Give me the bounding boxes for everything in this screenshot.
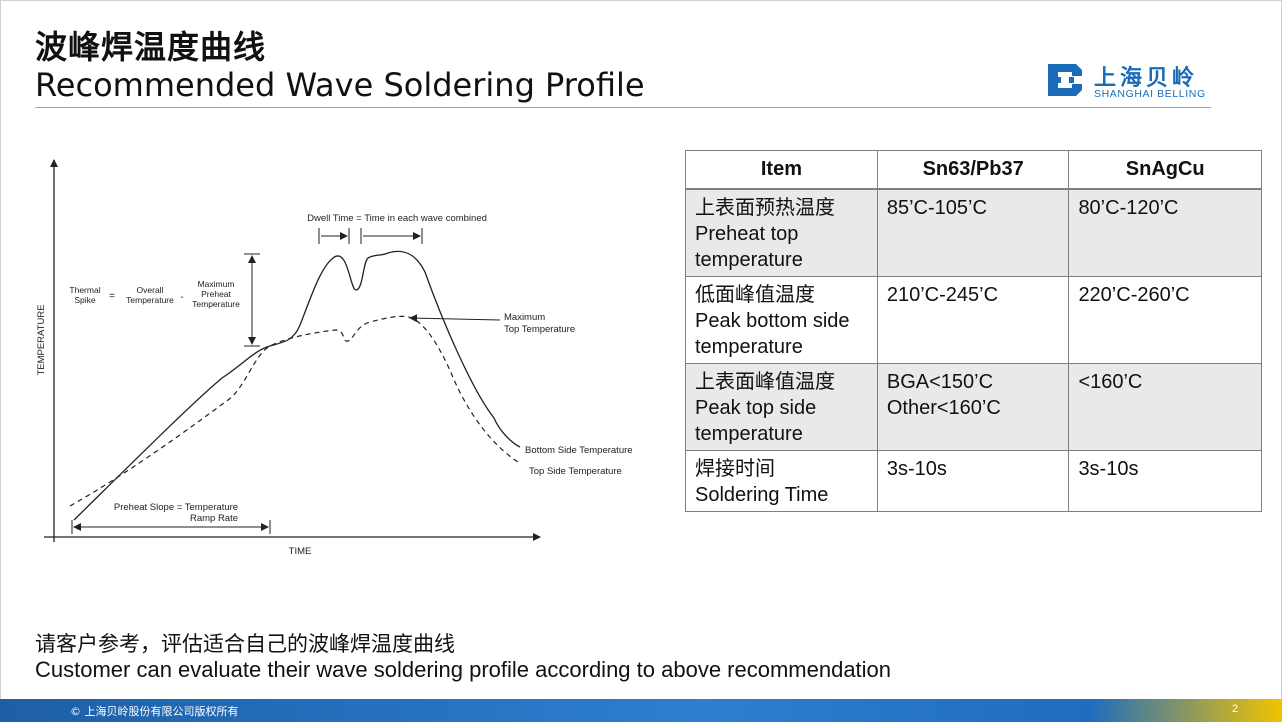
max-top-label-2: Top Temperature bbox=[504, 324, 575, 335]
table-row: 焊接时间 Soldering Time 3s-10s 3s-10s bbox=[685, 449, 1262, 512]
page-title-en: Recommended Wave Soldering Profile bbox=[35, 66, 645, 104]
max-preheat-label-2: Preheat bbox=[201, 289, 231, 299]
item-line: 上表面峰值温度 bbox=[695, 370, 835, 393]
table-row: 上表面预热温度 Preheat top temperature 85’C-105… bbox=[685, 188, 1262, 277]
header-item: Item bbox=[685, 150, 878, 190]
company-logo: 上海贝岭 SHANGHAI BELLING bbox=[1046, 60, 1216, 102]
table-row: 上表面峰值温度 Peak top side temperature BGA<15… bbox=[685, 362, 1262, 451]
value-line: BGA<150’C bbox=[886, 370, 994, 393]
customer-note-cn: 请客户参考，评估适合自己的波峰焊温度曲线 bbox=[35, 632, 455, 656]
row-sn63-value: 3s-10s bbox=[876, 449, 1070, 512]
row-snagcu-value: <160’C bbox=[1068, 362, 1262, 451]
row-snagcu-value: 3s-10s bbox=[1068, 449, 1262, 512]
value-line: 210’C-245’C bbox=[886, 283, 999, 306]
overall-temp-label-2: Temperature bbox=[126, 295, 174, 305]
item-line: 低面峰值温度 bbox=[695, 283, 815, 306]
row-item: 上表面峰值温度 Peak top side temperature bbox=[685, 362, 878, 451]
row-snagcu-value: 220’C-260’C bbox=[1068, 275, 1262, 364]
row-sn63-value: 85’C-105’C bbox=[876, 188, 1070, 277]
value-line: 3s-10s bbox=[1078, 457, 1139, 480]
thermal-spike-label-2: Spike bbox=[74, 295, 96, 305]
max-preheat-label-3: Temperature bbox=[192, 299, 240, 309]
row-sn63-value: BGA<150’C Other<160’C bbox=[876, 362, 1070, 451]
header-sn63pb37: Sn63/Pb37 bbox=[876, 150, 1070, 190]
bottom-side-temperature-curve bbox=[73, 250, 521, 521]
item-line: Soldering Time bbox=[695, 483, 829, 506]
row-sn63-value: 210’C-245’C bbox=[876, 275, 1070, 364]
customer-note-en: Customer can evaluate their wave solderi… bbox=[35, 657, 892, 682]
wave-soldering-profile-diagram: TEMPERATURE TIME Dwell Time = Time in ea… bbox=[30, 150, 670, 570]
item-line: Peak bottom side bbox=[695, 309, 850, 332]
value-line: 3s-10s bbox=[886, 457, 947, 480]
max-top-label-1: Maximum bbox=[504, 312, 545, 323]
max-top-arrow bbox=[409, 314, 501, 323]
item-line: temperature bbox=[695, 335, 803, 358]
item-line: 上表面预热温度 bbox=[695, 196, 835, 219]
item-line: 焊接时间 bbox=[695, 457, 775, 480]
value-line: <160’C bbox=[1078, 370, 1143, 393]
thermal-spike-minus: - bbox=[180, 292, 183, 303]
item-line: Preheat top bbox=[695, 222, 799, 245]
logo-name-cn: 上海贝岭 bbox=[1094, 66, 1199, 91]
bottom-side-temp-label: Bottom Side Temperature bbox=[525, 445, 633, 456]
item-line: temperature bbox=[695, 248, 803, 271]
x-axis-label: TIME bbox=[289, 546, 312, 557]
thermal-spike-label-1: Thermal bbox=[69, 285, 100, 295]
table-header-row: Item Sn63/Pb37 SnAgCu bbox=[685, 150, 1262, 190]
y-axis-label: TEMPERATURE bbox=[36, 304, 47, 375]
max-preheat-label-1: Maximum bbox=[198, 279, 235, 289]
dwell-time-label: Dwell Time = Time in each wave combined bbox=[307, 213, 487, 224]
title-divider bbox=[35, 107, 1211, 108]
preheat-slope-label-1: Preheat Slope = Temperature bbox=[114, 502, 238, 513]
value-line: 85’C-105’C bbox=[886, 196, 987, 219]
row-item: 上表面预热温度 Preheat top temperature bbox=[685, 188, 878, 277]
belling-logo-icon bbox=[1048, 64, 1082, 96]
logo-name-en: SHANGHAI BELLING bbox=[1094, 88, 1206, 100]
header-snagcu: SnAgCu bbox=[1068, 150, 1262, 190]
row-item: 焊接时间 Soldering Time bbox=[685, 449, 878, 512]
row-item: 低面峰值温度 Peak bottom side temperature bbox=[685, 275, 878, 364]
top-side-temperature-curve bbox=[69, 315, 519, 507]
preheat-slope-label-2: Ramp Rate bbox=[190, 513, 238, 524]
item-line: Peak top side bbox=[695, 396, 817, 419]
top-side-temp-label: Top Side Temperature bbox=[529, 466, 622, 477]
footer-bar: © 上海贝岭股份有限公司版权所有 2 bbox=[0, 699, 1282, 722]
value-line: 80’C-120’C bbox=[1078, 196, 1179, 219]
value-line: 220’C-260’C bbox=[1078, 283, 1190, 306]
table-row: 低面峰值温度 Peak bottom side temperature 210’… bbox=[685, 275, 1262, 364]
page-title-cn: 波峰焊温度曲线 bbox=[35, 28, 267, 66]
soldering-spec-table: Item Sn63/Pb37 SnAgCu 上表面预热温度 Preheat to… bbox=[685, 150, 1262, 512]
profile-diagram-svg: TEMPERATURE TIME Dwell Time = Time in ea… bbox=[36, 159, 633, 557]
item-line: temperature bbox=[695, 422, 803, 445]
thermal-spike-equals: = bbox=[109, 291, 115, 302]
footer-copyright: © 上海贝岭股份有限公司版权所有 bbox=[70, 705, 239, 718]
overall-temp-label-1: Overall bbox=[137, 285, 164, 295]
row-snagcu-value: 80’C-120’C bbox=[1068, 188, 1262, 277]
value-line: Other<160’C bbox=[886, 396, 1001, 419]
page-number: 2 bbox=[1232, 703, 1239, 715]
